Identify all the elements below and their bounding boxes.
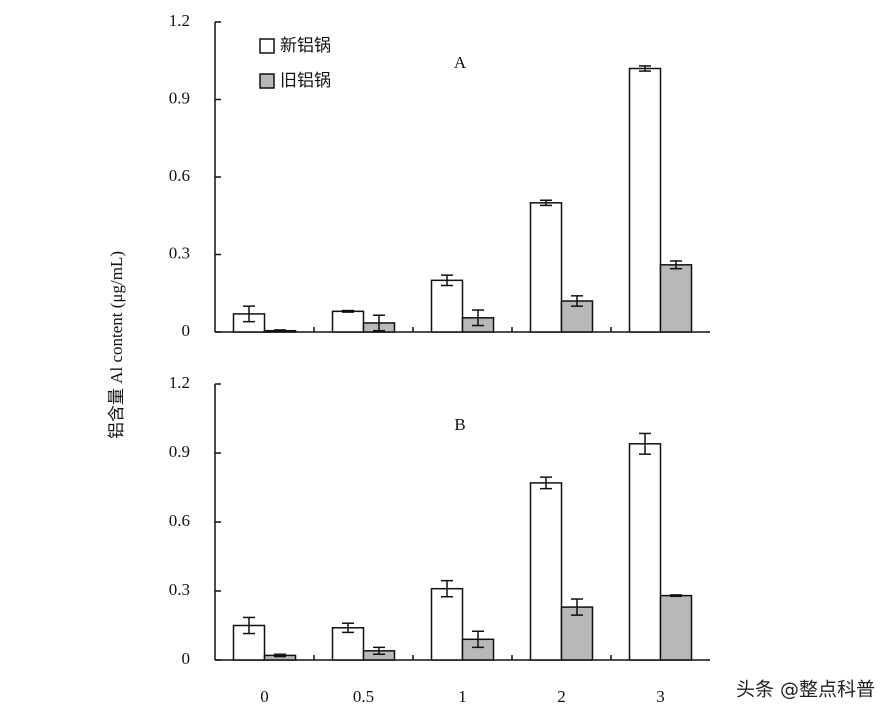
error-bar <box>571 295 583 307</box>
panel-title: B <box>454 415 465 434</box>
y-tick-label: 0.6 <box>169 511 190 530</box>
bar <box>628 443 662 661</box>
y-tick-label: 0.9 <box>169 88 190 107</box>
error-bar <box>571 598 583 616</box>
x-tick-label: 0.5 <box>353 687 374 706</box>
y-tick-label: 0.9 <box>169 442 190 461</box>
legend-swatch <box>259 73 275 89</box>
legend-label: 旧铝锅 <box>280 71 331 91</box>
y-axis-label: 铝含量 Al content (μg/mL) <box>107 251 126 439</box>
error-bar <box>472 630 484 649</box>
bar <box>331 310 365 333</box>
bar <box>560 606 594 661</box>
bar <box>529 202 563 333</box>
error-bar <box>670 594 682 598</box>
x-tick-label: 0 <box>260 687 269 706</box>
bar <box>430 587 464 661</box>
x-tick-label: 3 <box>656 687 665 706</box>
error-bar <box>540 199 552 207</box>
bar <box>430 279 464 333</box>
y-tick-label: 0.3 <box>169 243 190 262</box>
watermark: 头条 @整点科普 <box>736 679 875 701</box>
error-bar <box>639 65 651 72</box>
error-bar <box>441 579 453 598</box>
y-tick-label: 0 <box>182 321 191 340</box>
panel-title: A <box>454 53 467 72</box>
error-bar <box>373 646 385 655</box>
y-tick-label: 1.2 <box>169 11 190 30</box>
y-tick-label: 0.6 <box>169 166 190 185</box>
error-bar <box>472 309 484 327</box>
error-bar <box>243 305 255 323</box>
error-bar <box>670 260 682 270</box>
error-bar <box>243 616 255 635</box>
bar <box>529 482 563 661</box>
error-bar <box>441 274 453 287</box>
error-bar <box>639 432 651 455</box>
bar <box>628 67 662 333</box>
error-bar <box>274 653 286 658</box>
error-bar <box>342 622 354 634</box>
x-tick-label: 2 <box>557 687 566 706</box>
error-bar <box>373 314 385 332</box>
error-bar <box>274 329 286 333</box>
x-tick-label: 1 <box>458 687 467 706</box>
error-bar <box>342 309 354 313</box>
y-tick-label: 0 <box>182 649 191 668</box>
bar <box>331 627 365 661</box>
legend-label: 新铝锅 <box>280 36 331 56</box>
legend-swatch <box>259 38 275 54</box>
bar <box>659 594 693 661</box>
bar <box>659 264 693 333</box>
y-tick-label: 0.3 <box>169 580 190 599</box>
y-tick-label: 1.2 <box>169 373 190 392</box>
error-bar <box>540 476 552 490</box>
